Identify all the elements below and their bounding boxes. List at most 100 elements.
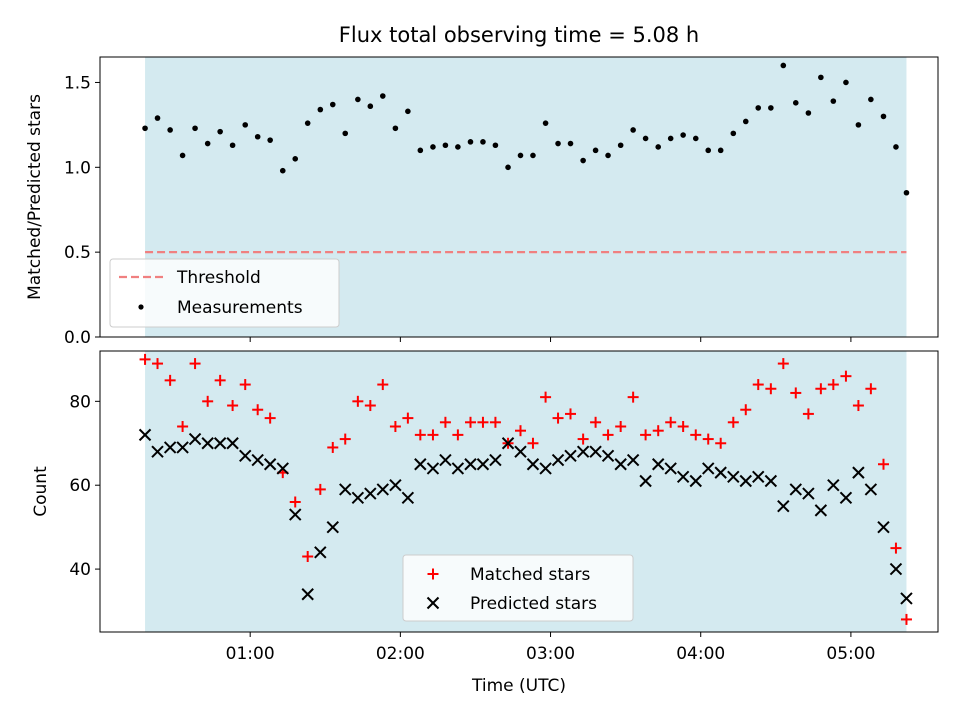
predicted-star-point: [714, 466, 727, 479]
matched-star-point: [777, 358, 789, 370]
measurement-point: [355, 96, 361, 103]
predicted-star-point: [251, 453, 264, 467]
legend-plus-marker: [427, 568, 439, 580]
top-axes-frame: [99, 56, 939, 338]
matched-star-point: [852, 400, 864, 412]
measurement-point: [417, 147, 424, 154]
matched-star-point: [890, 542, 902, 554]
measurement-point: [292, 156, 299, 162]
predicted-star-point: [676, 470, 690, 484]
matched-star-point: [540, 391, 552, 403]
measurement-point: [430, 144, 436, 150]
predicted-star-point: [188, 432, 202, 446]
matched-star-point: [314, 483, 326, 495]
legend-predicted-label: Predicted stars: [470, 594, 597, 614]
measurement-point: [480, 139, 486, 145]
measurement-point: [680, 132, 686, 138]
predicted-star-point: [276, 462, 289, 475]
predicted-star-point: [351, 491, 365, 504]
x-tick-label: 04:00: [676, 644, 725, 664]
predicted-star-point: [852, 466, 865, 479]
measurement-point: [517, 152, 524, 159]
measurement-point: [379, 93, 386, 99]
matched-star-point: [152, 358, 164, 370]
measurement-point: [855, 122, 862, 128]
matched-star-point: [339, 433, 351, 445]
measurement-point: [667, 135, 674, 142]
predicted-star-point: [326, 520, 339, 534]
predicted-star-point: [263, 458, 277, 471]
matched-star-point: [627, 391, 639, 403]
matched-star-point: [414, 429, 426, 441]
predicted-star-point: [727, 470, 740, 484]
measurement-point: [592, 147, 599, 154]
predicted-star-point: [889, 562, 903, 576]
predicted-star-point: [814, 504, 828, 517]
matched-star-point: [702, 433, 714, 445]
bottom-y-tick-label: 80: [69, 392, 91, 412]
legend-measurements-swatch: [138, 304, 144, 310]
matched-star-point: [139, 353, 151, 365]
predicted-star-point: [176, 441, 189, 454]
predicted-star-point: [364, 487, 377, 500]
predicted-star-point: [339, 483, 352, 496]
predicted-star-point: [201, 437, 214, 450]
measurement-point: [329, 101, 336, 108]
top-y-tick-label: 1.0: [64, 158, 91, 178]
measurement-point: [893, 144, 899, 150]
legend-threshold-label: Threshold: [176, 268, 261, 288]
measurement-point: [405, 108, 411, 115]
predicted-star-point: [389, 479, 402, 492]
matched-star-point: [827, 379, 839, 391]
measurement-point: [768, 105, 774, 111]
measurement-point: [367, 103, 374, 110]
predicted-star-point: [239, 449, 252, 463]
predicted-star-point: [764, 474, 778, 488]
matched-star-point: [264, 412, 276, 424]
measurement-point: [630, 127, 636, 133]
legend-matched-label: Matched stars: [470, 565, 590, 585]
measurement-point: [179, 152, 186, 159]
predicted-star-point: [213, 437, 227, 450]
matched-star-point: [665, 416, 677, 428]
matched-star-point: [652, 425, 664, 437]
bottom-y-tick-label: 60: [69, 476, 91, 496]
matched-star-point: [727, 416, 739, 428]
x-tick-label: 02:00: [376, 644, 425, 664]
matched-star-point: [840, 370, 852, 382]
matched-star-point: [402, 412, 414, 424]
matched-star-point: [900, 613, 912, 625]
matched-star-point: [640, 429, 652, 441]
legend-matched-swatch: [427, 568, 439, 580]
measurement-point: [167, 127, 173, 133]
matched-star-point: [302, 551, 314, 563]
predicted-star-point: [489, 453, 502, 467]
x-tick-label: 01:00: [226, 644, 275, 664]
measurement-point: [755, 105, 762, 111]
measurement-point: [467, 139, 474, 145]
bottom-legend-box: [402, 554, 634, 622]
measurement-point: [780, 62, 787, 69]
measurement-point: [605, 152, 611, 159]
top-legend: Threshold Measurements: [109, 258, 340, 328]
matched-star-point: [477, 416, 489, 428]
predicted-star-point: [526, 458, 540, 471]
matched-star-point: [364, 400, 376, 412]
predicted-star-point: [739, 474, 752, 488]
predicted-star-point: [626, 453, 640, 467]
measurement-point: [580, 157, 586, 164]
measurement-point: [154, 115, 161, 121]
predicted-star-point: [301, 588, 314, 601]
matched-star-point: [189, 358, 201, 370]
matched-star-point: [164, 374, 176, 386]
predicted-star-point: [576, 445, 590, 458]
matched-star-point: [515, 425, 527, 437]
predicted-star-point: [639, 474, 652, 488]
predicted-star-point: [702, 462, 715, 475]
bottom-legend: Matched stars Predicted stars: [402, 554, 634, 622]
matched-star-point: [252, 404, 264, 416]
measurement-point: [530, 152, 536, 159]
matched-star-point: [765, 383, 777, 395]
matched-star-point: [452, 429, 464, 441]
measurement-point: [843, 79, 849, 86]
